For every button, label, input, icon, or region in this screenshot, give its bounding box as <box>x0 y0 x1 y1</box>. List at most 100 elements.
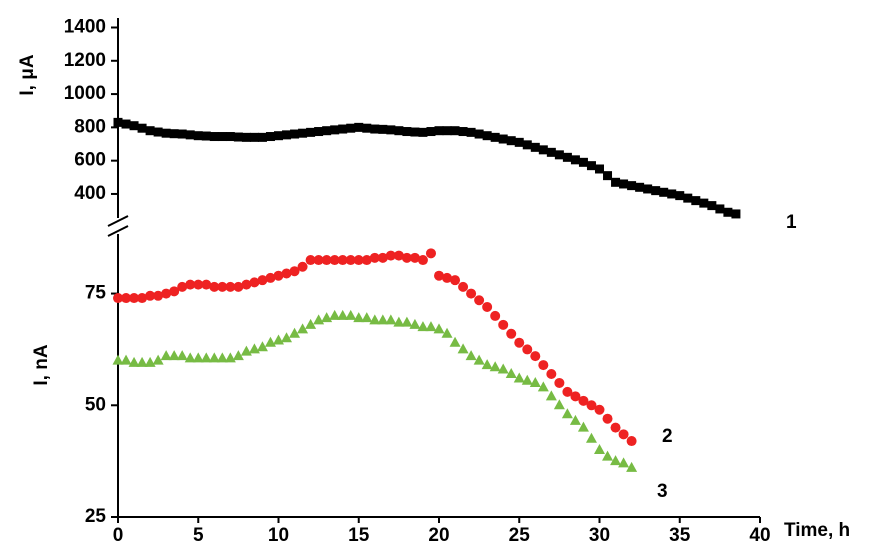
data-point <box>145 290 156 301</box>
data-point <box>635 182 645 192</box>
data-point <box>554 377 565 388</box>
data-point <box>329 309 341 320</box>
data-point <box>610 455 622 466</box>
data-point <box>410 127 420 137</box>
data-point <box>651 186 661 196</box>
data-point <box>120 354 132 365</box>
data-point <box>498 319 509 330</box>
data-point <box>369 252 380 263</box>
data-point <box>505 368 517 378</box>
data-point <box>128 356 140 367</box>
data-point <box>281 268 292 279</box>
data-point <box>699 198 709 208</box>
data-point <box>289 266 300 277</box>
data-point <box>490 310 501 321</box>
data-point <box>241 132 251 142</box>
data-point <box>193 131 203 141</box>
data-point <box>402 127 412 137</box>
data-point <box>482 131 492 141</box>
data-point <box>264 336 276 347</box>
data-point <box>554 150 564 160</box>
data-point <box>393 250 404 261</box>
data-point <box>522 344 533 355</box>
data-point <box>185 130 195 140</box>
data-point <box>450 275 461 286</box>
data-point <box>192 352 204 363</box>
data-point <box>338 124 348 134</box>
data-point <box>473 354 485 365</box>
data-point <box>610 422 621 433</box>
data-point <box>561 408 573 419</box>
data-point <box>522 140 532 150</box>
data-point <box>626 461 638 472</box>
data-point <box>361 312 373 323</box>
data-point <box>450 126 460 136</box>
data-point <box>282 130 292 140</box>
data-point <box>586 161 596 171</box>
data-point <box>538 360 549 371</box>
data-point <box>562 386 573 397</box>
data-point <box>425 248 436 259</box>
data-point <box>185 279 196 290</box>
data-point <box>346 123 356 133</box>
y-tick-label: 50 <box>85 394 106 415</box>
data-point <box>201 279 212 290</box>
series-label: 1 <box>786 212 797 233</box>
data-point <box>112 354 124 365</box>
x-tick-label: 20 <box>428 525 449 546</box>
data-point <box>177 281 188 292</box>
data-point <box>497 363 509 374</box>
data-point <box>585 432 597 443</box>
data-point <box>169 286 180 297</box>
data-point <box>153 127 163 137</box>
data-point <box>217 132 227 142</box>
data-point <box>209 132 219 142</box>
axis-break <box>107 225 129 237</box>
data-point <box>201 131 211 141</box>
data-point <box>377 314 389 325</box>
data-point <box>569 414 581 425</box>
data-point <box>217 281 228 292</box>
data-point <box>233 281 244 292</box>
data-point <box>434 270 444 281</box>
data-point <box>514 337 525 348</box>
data-point <box>482 301 493 312</box>
data-point <box>409 252 420 263</box>
data-point <box>594 443 605 454</box>
data-point <box>530 351 541 362</box>
series-label: 3 <box>657 481 668 502</box>
data-point <box>297 261 308 272</box>
data-point <box>153 290 164 301</box>
data-point <box>121 293 132 304</box>
data-point <box>152 354 164 365</box>
data-point <box>619 179 629 189</box>
data-point <box>553 399 565 410</box>
data-point <box>305 255 316 266</box>
data-point <box>586 400 597 411</box>
data-point <box>578 157 588 167</box>
data-point <box>626 436 637 447</box>
data-point <box>457 343 469 354</box>
data-point <box>305 318 317 329</box>
y-tick-label: 1200 <box>64 50 106 71</box>
data-point <box>289 327 301 338</box>
data-point <box>489 361 501 372</box>
data-point <box>177 129 187 139</box>
data-point <box>466 127 476 137</box>
data-point <box>337 309 349 320</box>
data-point <box>281 332 293 343</box>
data-point <box>353 255 364 266</box>
data-point <box>129 293 140 304</box>
data-point <box>418 127 428 137</box>
data-point <box>434 126 444 136</box>
data-point <box>675 191 685 201</box>
data-point <box>577 421 589 432</box>
data-point <box>232 350 244 361</box>
data-point <box>433 323 445 334</box>
data-point <box>121 119 131 129</box>
data-point <box>627 181 637 191</box>
data-point <box>314 127 324 137</box>
data-point <box>570 155 580 165</box>
data-point <box>208 352 220 363</box>
